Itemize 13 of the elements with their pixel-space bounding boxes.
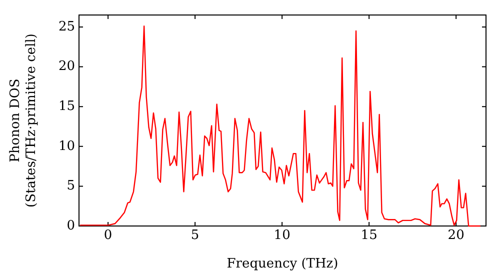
x-tick-label: 5 <box>190 228 200 244</box>
y-tick-label: 20 <box>58 59 75 74</box>
y-tick-label: 5 <box>66 178 75 194</box>
y-tick-label: 10 <box>58 138 75 154</box>
x-tick-label: 15 <box>360 228 378 244</box>
y-tick-label: 25 <box>58 19 75 34</box>
y-tick-label: 15 <box>58 98 75 114</box>
x-tick-label: 20 <box>448 228 464 244</box>
x-tick-label: 10 <box>274 228 290 244</box>
y-axis-title: Phonon DOS (States/THz·primitive cell) <box>8 33 39 208</box>
y-tick-label: 0 <box>66 218 75 234</box>
x-axis-title: Frequency (THz) <box>226 256 338 272</box>
x-tick-label: 0 <box>104 228 112 244</box>
